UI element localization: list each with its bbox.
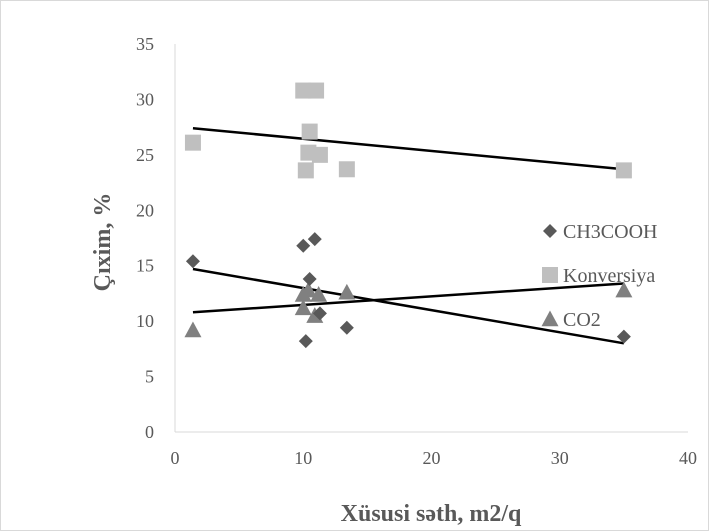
x-tick-label: 20: [423, 448, 441, 468]
x-tick-label: 0: [171, 448, 180, 468]
point-co2: [615, 281, 633, 298]
point-konversiya: [184, 134, 201, 151]
legend-label-ch3cooh: CH3COOH: [563, 221, 657, 243]
legend-label-konversiya: Konversiya: [563, 265, 655, 287]
trendline-konversiya: [192, 127, 624, 171]
trendline-co2: [192, 282, 624, 314]
y-tick-label: 35: [136, 34, 154, 54]
x-tick-labels: 0 10 20 30 40: [171, 448, 698, 468]
trendlines: [192, 127, 625, 345]
y-tick-label: 15: [136, 256, 154, 276]
y-axis-title: Çıxim, %: [90, 193, 116, 292]
point-konversiya: [615, 162, 632, 179]
data-points: [184, 82, 633, 349]
point-ch3cooh: [296, 238, 311, 253]
point-konversiya: [295, 82, 312, 99]
point-co2: [294, 299, 312, 316]
y-tick-label: 0: [145, 422, 154, 442]
trendline-ch3cooh: [192, 267, 625, 345]
point-ch3cooh: [307, 232, 322, 247]
y-tick-label: 5: [145, 367, 154, 387]
point-konversiya: [308, 82, 325, 99]
point-ch3cooh: [302, 272, 317, 287]
point-co2: [338, 283, 356, 300]
x-tick-label: 10: [294, 448, 312, 468]
x-tick-label: 40: [679, 448, 697, 468]
legend-label-co2: CO2: [563, 309, 601, 331]
point-ch3cooh: [298, 334, 313, 349]
y-tick-labels: 0 5 10 15 20 25 30 35: [136, 34, 154, 442]
legend-marker-ch3cooh: [543, 224, 557, 238]
y-tick-label: 30: [136, 89, 154, 109]
point-konversiya: [311, 146, 328, 163]
y-tick-label: 20: [136, 200, 154, 220]
point-ch3cooh: [616, 329, 631, 344]
point-ch3cooh: [185, 254, 200, 269]
legend: CH3COOH Konversiya CO2: [541, 221, 657, 331]
legend-marker-konversiya: [542, 267, 558, 283]
point-konversiya: [297, 162, 314, 179]
point-ch3cooh: [339, 320, 354, 335]
legend-marker-co2: [541, 310, 559, 327]
y-tick-label: 25: [136, 145, 154, 165]
y-tick-label: 10: [136, 311, 154, 331]
point-co2: [184, 321, 202, 338]
x-axis-title: Xüsusi səth, m2/q: [341, 501, 522, 527]
point-co2: [310, 286, 328, 302]
x-tick-label: 30: [551, 448, 569, 468]
point-ch3cooh: [312, 306, 327, 321]
point-konversiya: [301, 123, 318, 140]
point-co2: [299, 281, 317, 298]
point-konversiya: [338, 161, 355, 178]
